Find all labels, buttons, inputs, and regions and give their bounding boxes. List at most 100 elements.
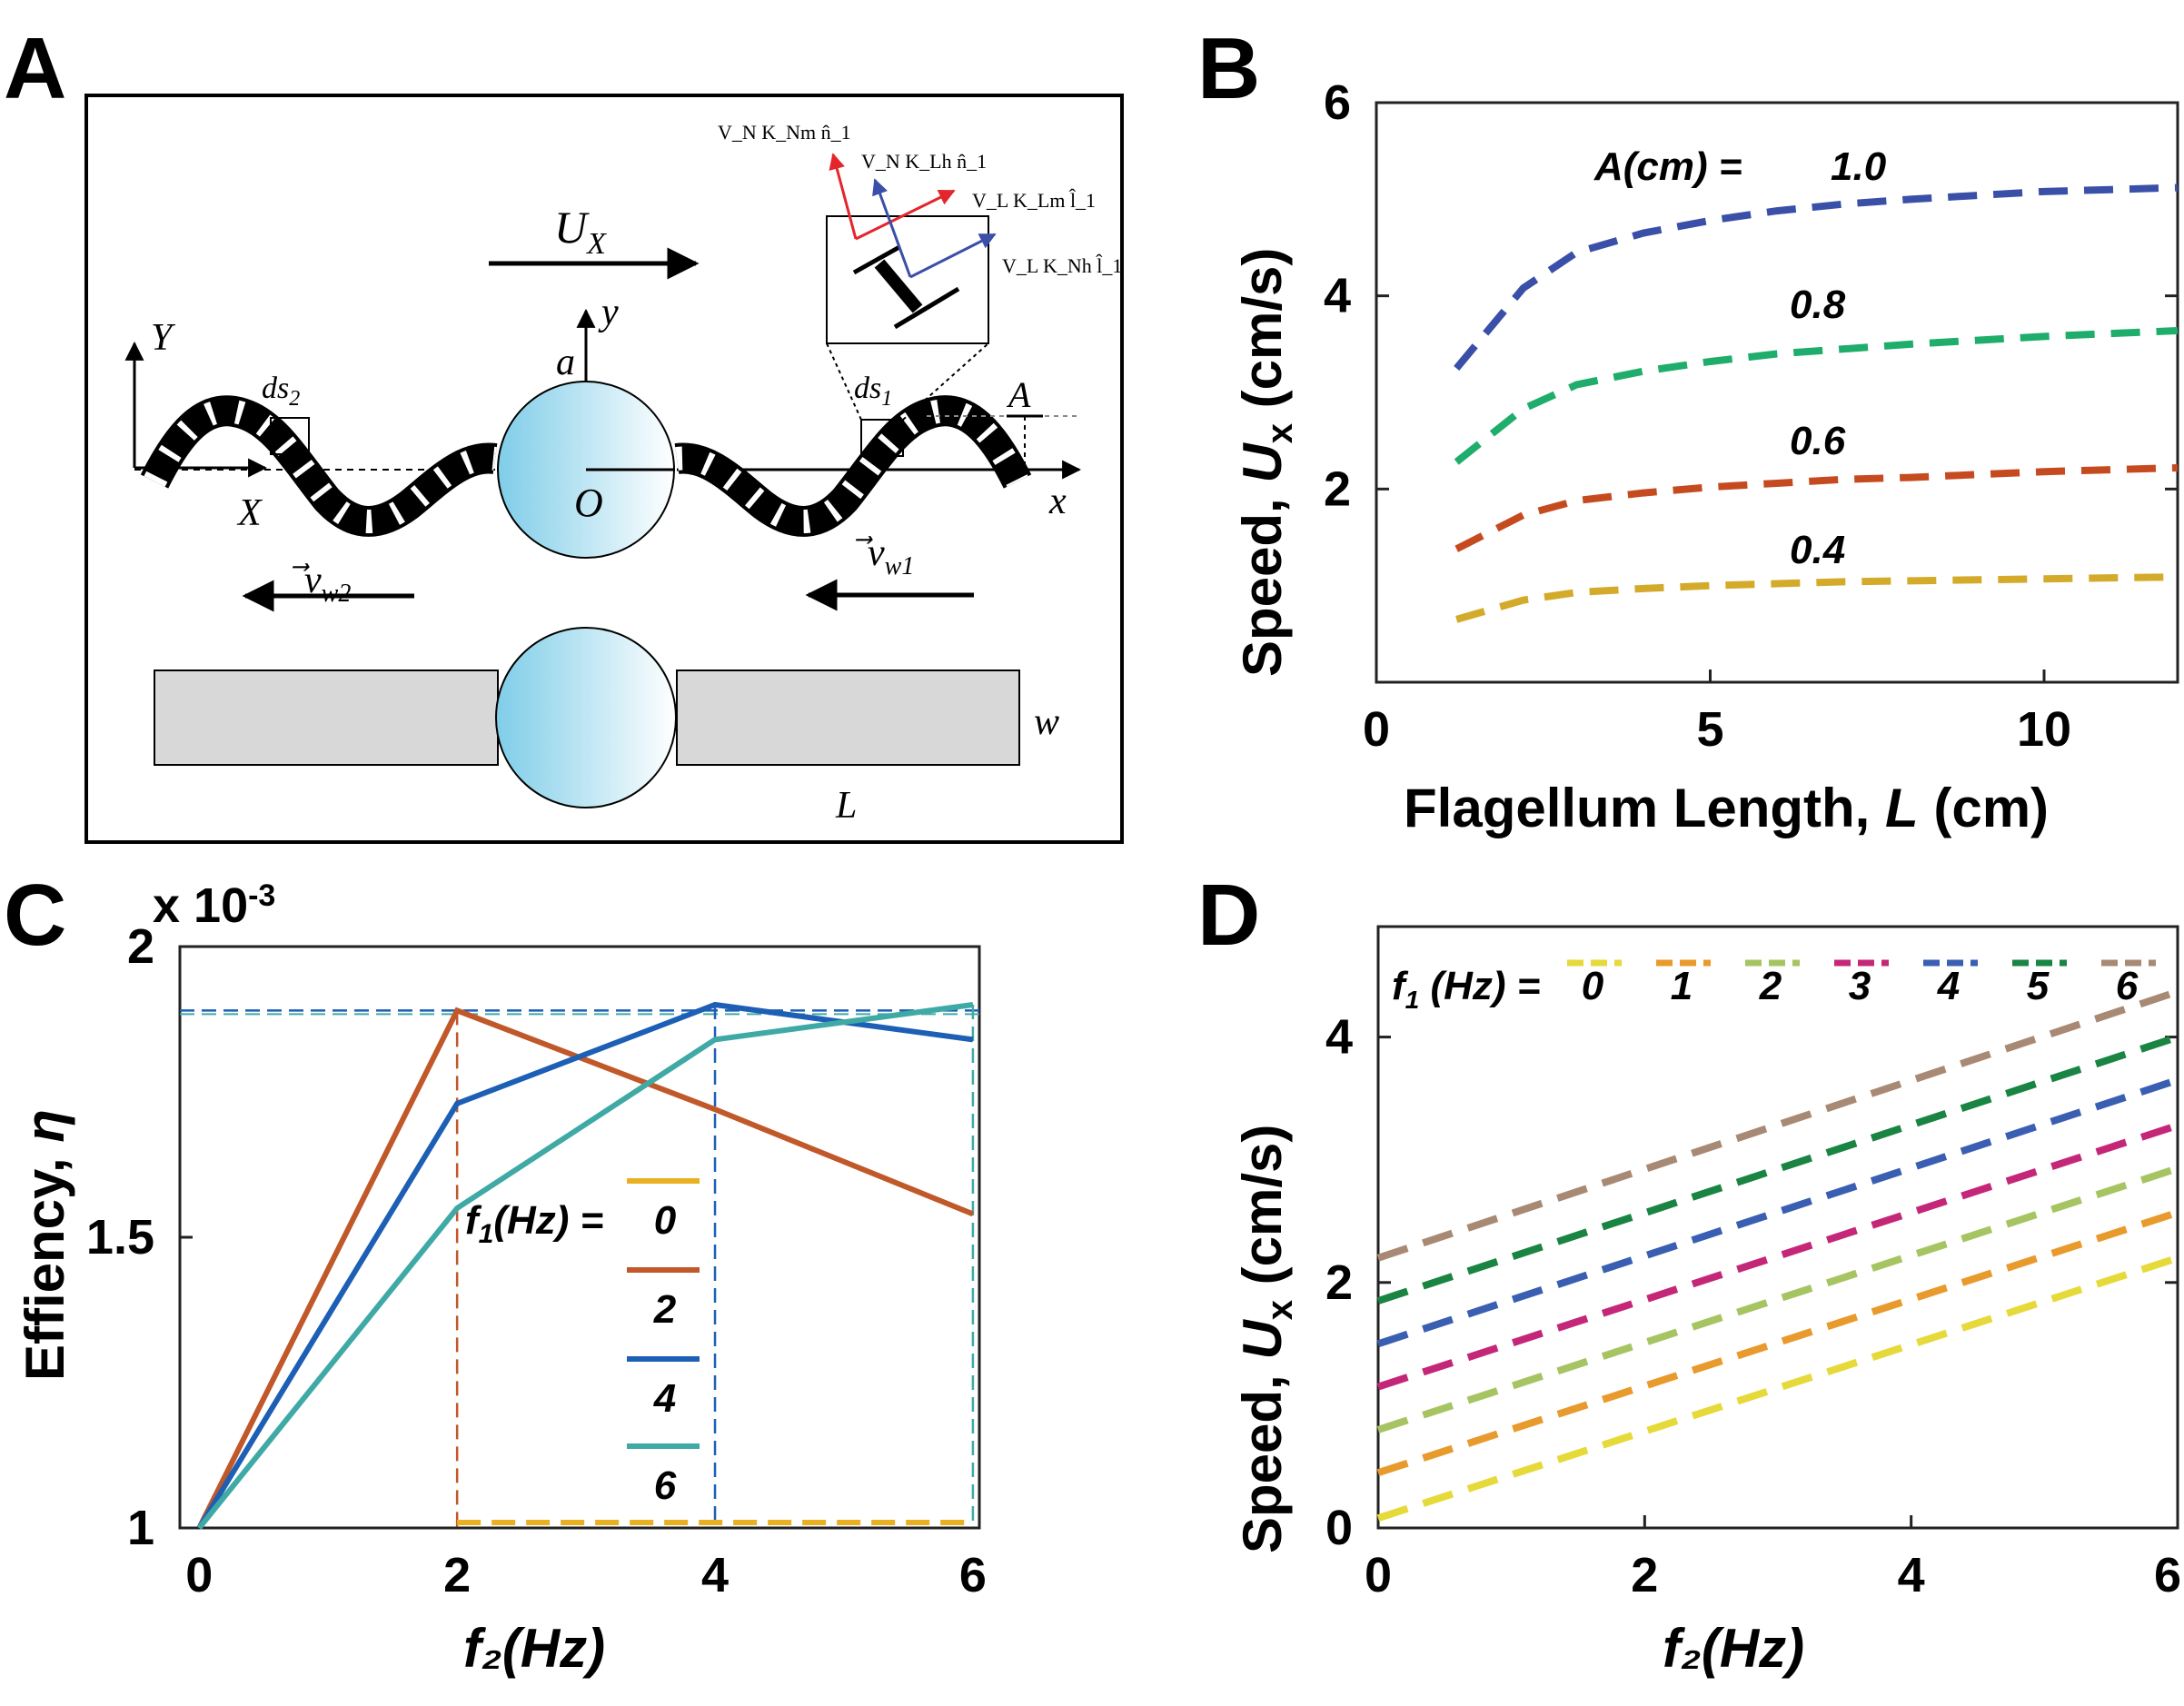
- body-x-label: x: [1048, 481, 1067, 522]
- cell-body-model: [495, 627, 677, 808]
- chart-c-scale-label: x 10-3: [153, 878, 275, 933]
- chart-d-series-line: [1376, 1208, 2179, 1477]
- chart-d-series-line: [1376, 1033, 2179, 1304]
- chart-b-series-label: 0.4: [1790, 528, 1845, 572]
- width-label: w: [1034, 701, 1059, 743]
- chart-b-xtick-label: 5: [1696, 702, 1723, 757]
- ds2-label: ds2: [262, 372, 300, 411]
- chart-b-xlabel: Flagellum Length, L (cm): [1404, 778, 2049, 838]
- chart-d-legend-label: 4: [1937, 964, 1960, 1008]
- chart-d-legend-label: 2: [1759, 964, 1782, 1008]
- flagellum-left-fill: [144, 399, 497, 533]
- chart-d-series-line: [1376, 1254, 2179, 1522]
- chart-b-series-line: [1454, 463, 2179, 552]
- chart-c-ytick-label: 1.5: [86, 1210, 154, 1265]
- flagellum-left-outline: [140, 395, 498, 537]
- chart-b-series-label: 1.0: [1831, 144, 1887, 189]
- body-y-label: y: [598, 292, 619, 333]
- vector-label-4: V_L K_Nh l̂_1: [1002, 254, 1122, 277]
- vector-label-1: V_N K_Nm n̂_1: [718, 121, 851, 144]
- chart-c-legend-label: 2: [653, 1287, 677, 1332]
- chart-c-ytick-label: 1: [127, 1501, 154, 1555]
- force-vector-2: [872, 178, 912, 278]
- chart-b-series-label: 0.8: [1790, 283, 1846, 327]
- chart-c-series-line: [196, 1001, 974, 1530]
- chart-d-xtick-label: 6: [2154, 1548, 2181, 1602]
- chart-c-legend-label: 4: [653, 1376, 676, 1421]
- chart-b-ylabel: Speed, Ux (cm/s): [1232, 248, 1300, 677]
- panel-label-a: A: [4, 20, 66, 117]
- chart-c-series-line: [196, 1007, 975, 1530]
- ds1-box: [860, 419, 904, 457]
- force-vector-4: [909, 233, 997, 279]
- length-label: L: [835, 785, 857, 827]
- chart-d-xlabel: f₂(Hz): [1663, 1618, 1804, 1679]
- chart-c-ylabel: Effiency, η: [15, 1109, 75, 1381]
- vector-label-2: V_N K_Lh n̂_1: [861, 150, 987, 173]
- zoom-line-right: [902, 342, 989, 421]
- chart-b-ytick-label: 4: [1324, 269, 1351, 323]
- chart-d-axes: [1376, 925, 2179, 1530]
- velocity-label: UX: [554, 202, 607, 261]
- chart-b-xtick-label: 10: [2017, 702, 2071, 757]
- chart-d-legend-label: 6: [2116, 964, 2139, 1008]
- panel-label-c: C: [4, 867, 66, 964]
- chart-c-series-line: [196, 1002, 974, 1530]
- vw2-label: ⃗vw2: [292, 560, 351, 608]
- vw1-label: ⃗vw1: [855, 532, 914, 580]
- schematic-panel: UX Y X y a x O ds2 ds1: [84, 94, 1124, 844]
- chart-c-legend-label: 0: [654, 1198, 677, 1243]
- chart-b-ytick-label: 2: [1324, 461, 1351, 516]
- chart-c-xtick-label: 6: [959, 1548, 987, 1602]
- flagellum-right-outline: [674, 395, 1032, 537]
- origin-label: O: [574, 481, 603, 525]
- chart-c-xlabel: f₂(Hz): [463, 1618, 605, 1679]
- amplitude-label: A: [1006, 374, 1031, 415]
- vector-label-3: V_L K_Lm l̂_1: [972, 189, 1096, 212]
- chart-d-ytick-label: 0: [1325, 1501, 1353, 1555]
- chart-d-ytick-label: 2: [1325, 1255, 1353, 1310]
- lab-y-label: Y: [151, 317, 176, 359]
- flagellum-rect-left: [154, 670, 499, 766]
- chart-d-series-line: [1376, 1122, 2179, 1391]
- chart-d-legend-label: 1: [1671, 964, 1693, 1008]
- panel-label-b: B: [1197, 20, 1260, 117]
- force-vector-3: [855, 189, 956, 241]
- chart-d-series-line: [1376, 1076, 2179, 1348]
- zoom-box: [826, 215, 989, 344]
- chart-d-legend-label: 3: [1849, 964, 1871, 1008]
- radius-label: a: [556, 342, 575, 383]
- chart-d-legend-label: 0: [1582, 964, 1604, 1008]
- chart-b-ytick-label: 6: [1324, 75, 1351, 130]
- chart-d-xtick-label: 2: [1631, 1548, 1658, 1602]
- flagellum-right-fill: [675, 399, 1028, 533]
- chart-b: 0 5 10 2 4 6 1.0 0.8 0.6 0.4 Flagellum Length, L…: [1232, 75, 2179, 838]
- chart-b-series-line: [1454, 326, 2179, 465]
- chart-c-legend-label: 6: [654, 1463, 677, 1508]
- chart-c-legend-title: f1(Hz) =: [465, 1198, 603, 1249]
- chart-b-series-label: 0.6: [1790, 419, 1846, 463]
- chart-d-xtick-label: 0: [1365, 1548, 1392, 1602]
- zoom-segment-bottom: [893, 286, 960, 330]
- chart-c-xtick-label: 0: [185, 1548, 213, 1602]
- chart-d-ylabel: Speed, Ux (cm/s): [1232, 1125, 1300, 1553]
- chart-b-xtick-label: 0: [1363, 702, 1390, 757]
- chart-d-legend-label: 5: [2027, 964, 2050, 1008]
- chart-b-axes: [1375, 101, 2179, 684]
- flagellum-rect-right: [676, 670, 1020, 766]
- chart-b-series-line: [1454, 183, 2179, 371]
- chart-d-xtick-label: 4: [1898, 1548, 1925, 1602]
- chart-c-xtick-label: 2: [443, 1548, 471, 1602]
- chart-c-ytick-label: 2: [127, 919, 154, 974]
- ds2-box: [270, 417, 310, 455]
- chart-c-xtick-label: 4: [701, 1548, 729, 1602]
- schematic-frame: [84, 94, 1124, 844]
- zoom-segment: [874, 259, 923, 313]
- lab-x-label: X: [236, 492, 263, 534]
- ds1-label: ds1: [854, 372, 892, 411]
- chart-b-legend-title: A(cm) =: [1593, 144, 1742, 189]
